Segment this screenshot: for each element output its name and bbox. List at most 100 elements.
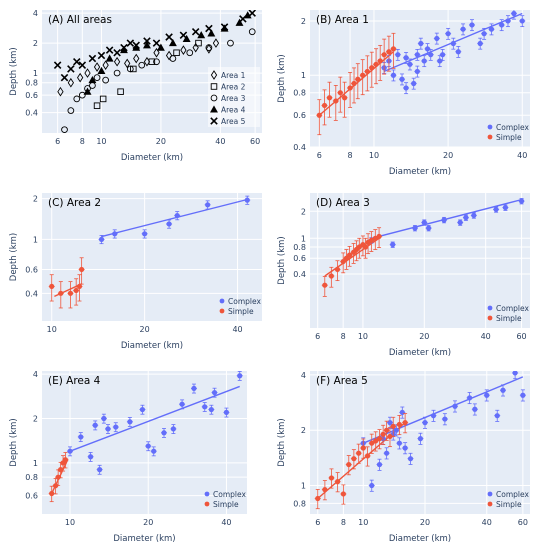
marker-dot [384, 450, 390, 456]
marker-dot [347, 85, 353, 91]
marker-x [113, 48, 121, 57]
marker-dot [421, 219, 427, 226]
marker-dot [105, 426, 111, 432]
marker-triangle [235, 18, 244, 26]
x-tick-label: 10 [47, 325, 57, 334]
marker-dot [387, 433, 393, 440]
legend-label: Simple [213, 500, 239, 509]
marker-dot [488, 26, 495, 32]
marker-dot [399, 76, 405, 82]
marker-diamond [180, 45, 187, 55]
y-axis-label: Depth (km) [9, 47, 19, 95]
x-tick-label: 10 [369, 151, 379, 160]
x-tick-label: 10 [96, 137, 106, 146]
y-tick-label: 2 [33, 195, 38, 204]
x-tick-label: 60 [250, 137, 260, 146]
x-tick-label: 10 [358, 518, 368, 527]
marker-diamond [210, 70, 218, 80]
y-tick-label: 2 [301, 17, 306, 26]
x-tick-label: 40 [232, 325, 242, 334]
marker-diamond [205, 44, 213, 54]
marker-diamond [93, 62, 101, 72]
y-tick-label: 2 [33, 415, 38, 424]
marker-dot [78, 434, 84, 440]
marker-dot [469, 22, 475, 28]
marker-x [152, 39, 161, 47]
legend-swatch [219, 308, 225, 314]
data-layer [53, 10, 256, 133]
y-tick-label: 1 [33, 69, 38, 78]
marker-triangle [210, 105, 218, 113]
marker-dot [450, 40, 456, 47]
marker-x [179, 31, 188, 39]
x-tick-label: 20 [419, 332, 429, 341]
x-tick-label: 8 [80, 137, 85, 146]
marker-dot [455, 49, 461, 55]
legend-label: Area 1 [221, 71, 246, 80]
marker-dot [445, 31, 451, 37]
y-axis-label: Depth (km) [9, 233, 19, 281]
legend-label: Complex [213, 490, 246, 499]
marker-x [239, 15, 247, 23]
marker-dot [322, 282, 328, 288]
marker-x [88, 54, 97, 63]
y-tick-label: 2 [301, 207, 306, 216]
marker-dot [520, 392, 526, 398]
marker-dot [380, 431, 386, 437]
marker-diamond [84, 68, 91, 78]
x-tick-label: 20 [143, 518, 153, 527]
marker-dot [402, 420, 408, 426]
marker-square [195, 39, 202, 47]
plot-background [42, 193, 262, 321]
x-tick-label: 6 [315, 518, 320, 527]
marker-diamond [212, 38, 220, 48]
chart-title: (F) Area 5 [316, 375, 368, 387]
x-tick-label: 40 [215, 137, 225, 146]
marker-dot [211, 389, 218, 396]
data-layer [321, 198, 525, 297]
marker-dot [512, 371, 518, 376]
marker-x [126, 39, 135, 47]
marker-dot [179, 401, 185, 407]
marker-triangle [83, 87, 92, 95]
marker-dot [395, 52, 401, 58]
marker-dot [407, 61, 413, 67]
legend-label: Simple [496, 133, 522, 142]
marker-dot [519, 18, 525, 24]
marker-square [173, 49, 180, 56]
marker-circle [205, 44, 213, 52]
fit-line-complex [101, 198, 248, 238]
data-layer [314, 371, 526, 510]
marker-dot [98, 236, 105, 243]
x-tick-label: 40 [482, 518, 492, 527]
y-tick-label: 2 [33, 39, 38, 48]
y-axis-label: Depth (km) [277, 236, 287, 284]
chart-panel-5: 10 20 40 0.6 0.8 1 2 4 (E) Area 4 Diameter (km) De… [9, 370, 247, 544]
y-tick-label: 1 [301, 71, 306, 80]
marker-x [205, 24, 213, 33]
legend-swatch [487, 124, 493, 130]
marker-dot [403, 55, 409, 61]
marker-dot [422, 420, 428, 426]
marker-triangle [143, 41, 151, 49]
chart-title: (D) Area 3 [316, 197, 370, 209]
marker-dot [452, 403, 458, 409]
y-tick-label: 0.4 [25, 109, 38, 118]
marker-dot [500, 387, 506, 393]
marker-square [117, 88, 124, 95]
x-axis-label: Diameter (km) [113, 534, 175, 544]
marker-x [143, 37, 151, 45]
x-axis-label: Diameter (km) [389, 534, 451, 544]
plot-background [42, 371, 247, 514]
x-tick-label: 10 [358, 332, 368, 341]
marker-dot [333, 98, 339, 104]
x-tick-label: 6 [317, 151, 322, 160]
marker-dot [49, 490, 55, 497]
marker-dot [208, 406, 214, 413]
fit-line-complex [378, 198, 522, 238]
marker-diamond [102, 60, 109, 71]
x-axis-label: Diameter (km) [389, 167, 451, 177]
legend-swatch [487, 305, 493, 311]
x-tick-label: 8 [341, 518, 346, 527]
marker-dot [418, 40, 424, 47]
